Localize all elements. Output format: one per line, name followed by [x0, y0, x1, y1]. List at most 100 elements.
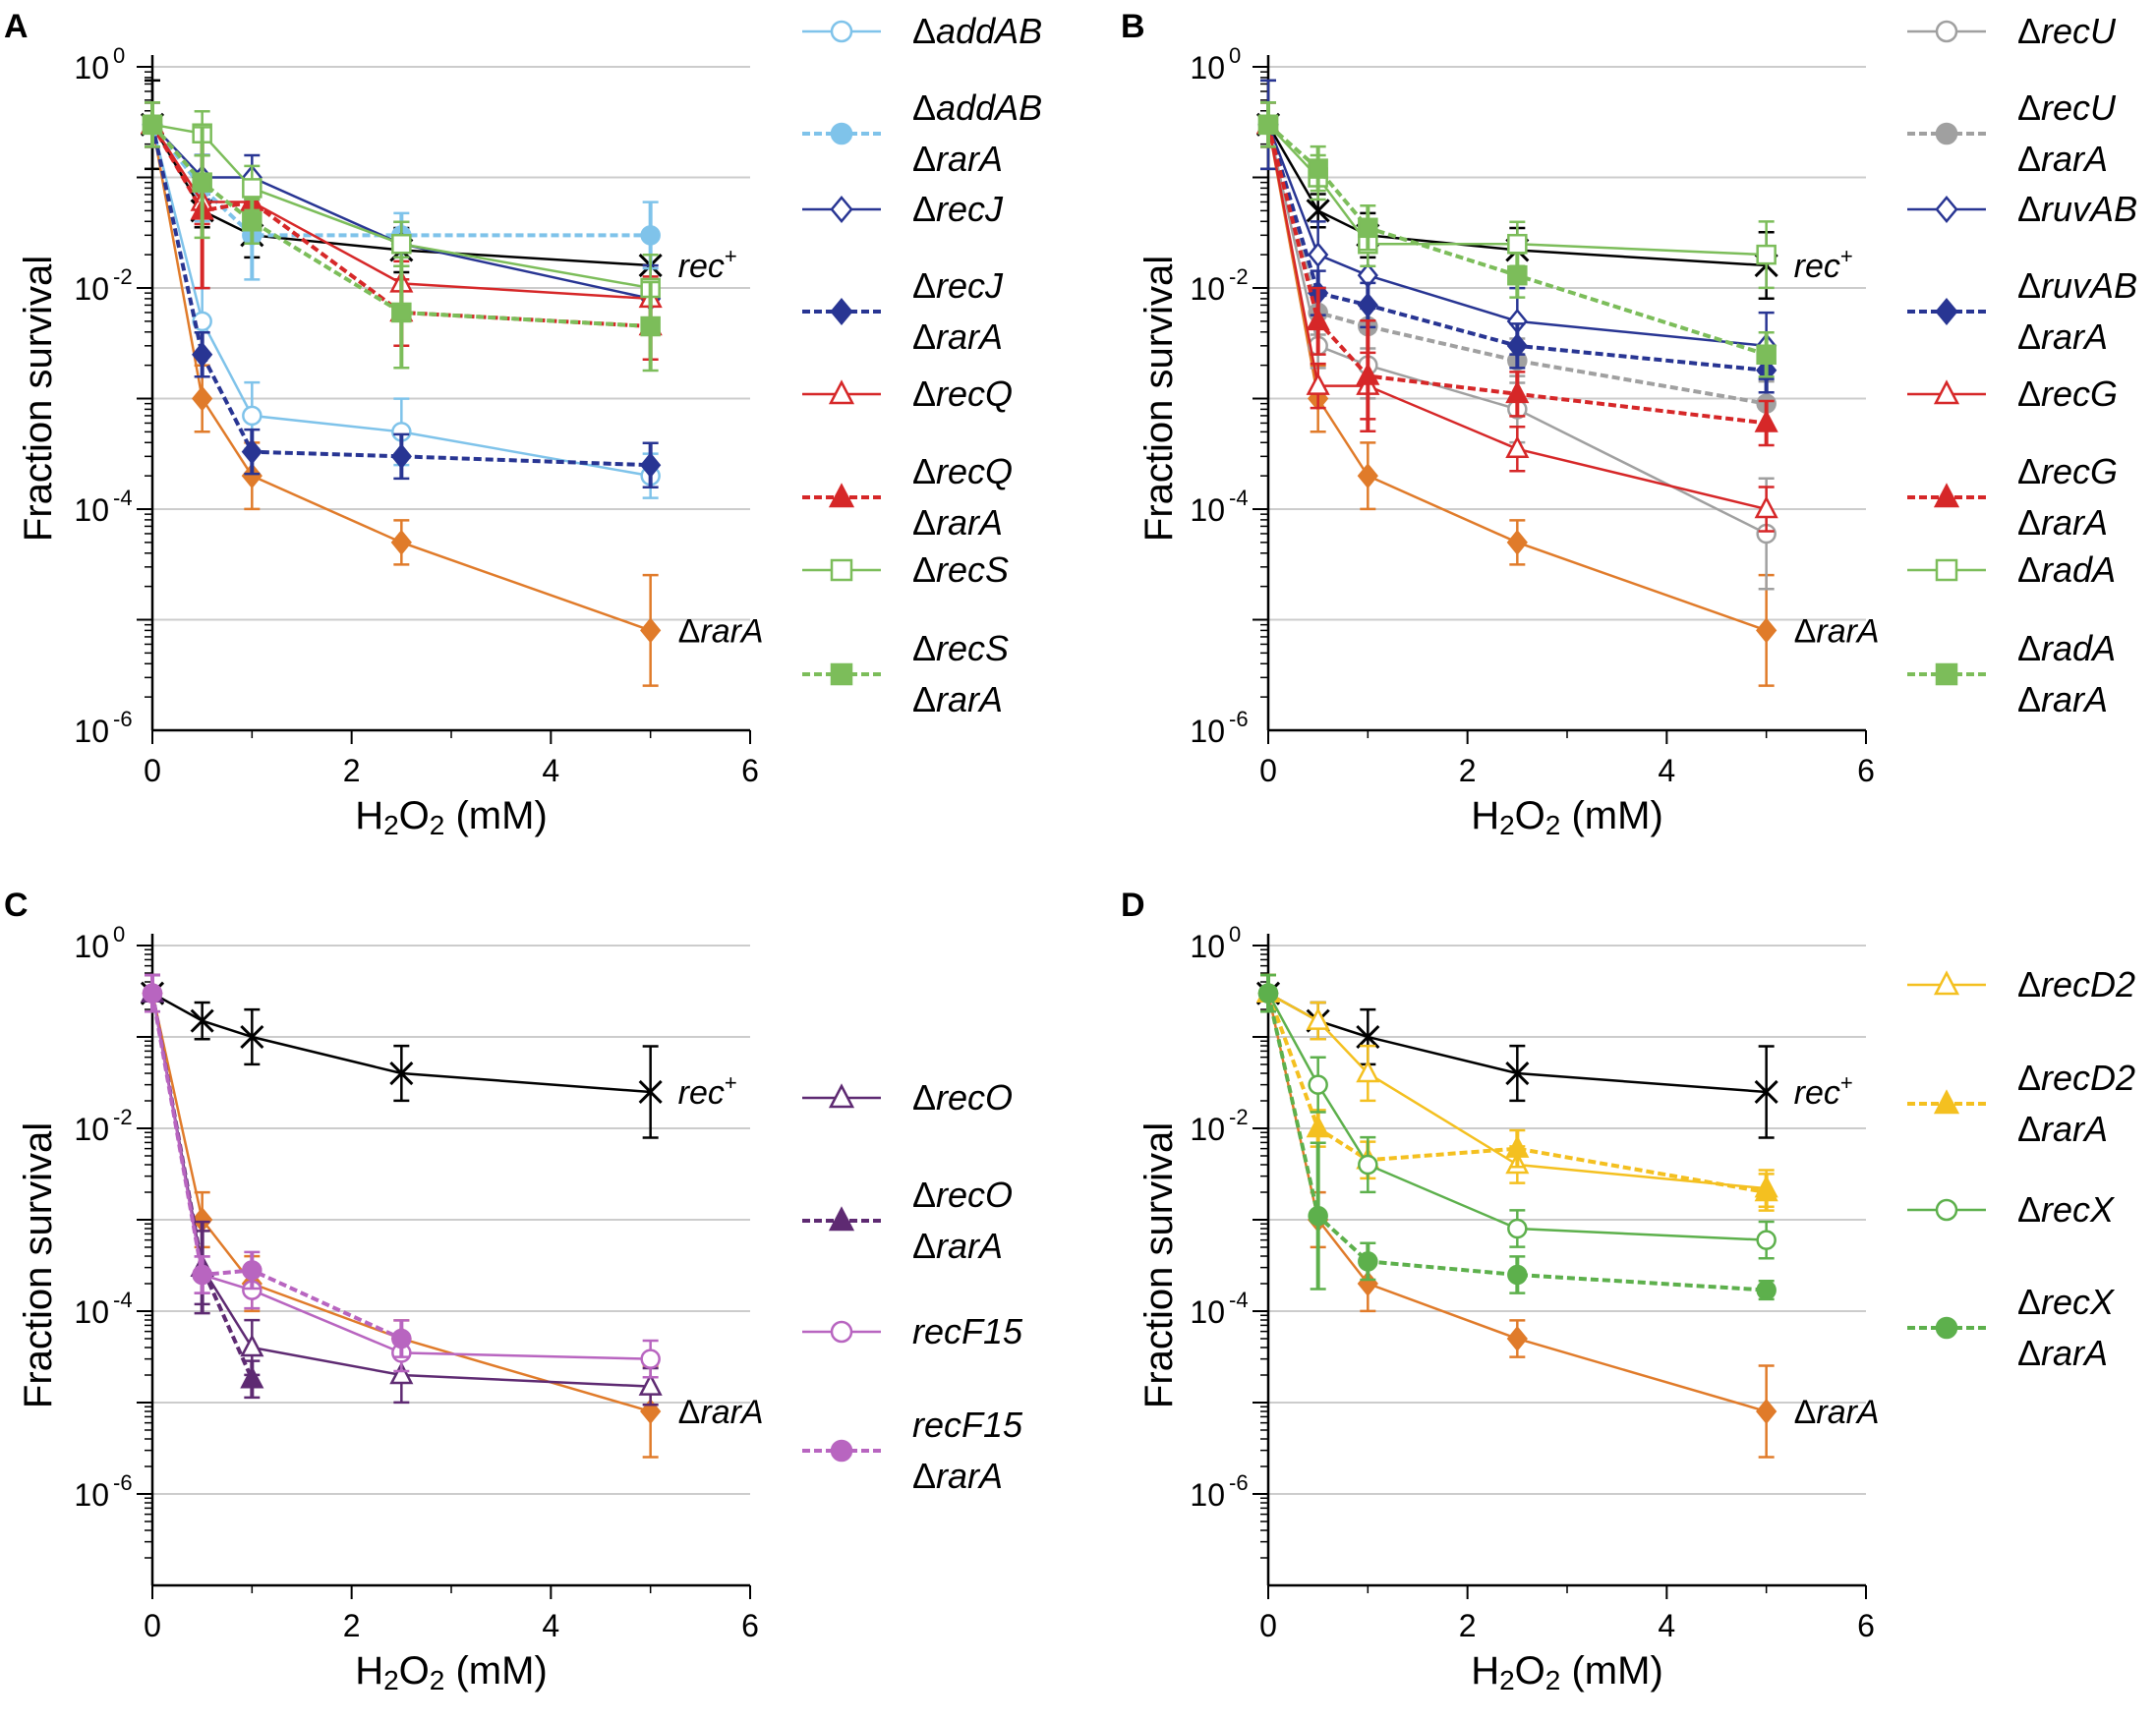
y-tick-exponent: -4: [113, 1288, 133, 1312]
legend-label: ΔaddAB: [912, 87, 1042, 128]
marker-circle: [1756, 1280, 1777, 1300]
marker-triangle: [1754, 409, 1778, 432]
marker-circle: [640, 225, 661, 246]
legend-label: ΔrecO: [912, 1175, 1013, 1215]
legend-item: ΔaddAB: [802, 11, 1042, 51]
x-tick-label: 0: [1259, 753, 1277, 788]
marker-diamond: [192, 385, 213, 412]
y-tick-exponent: 0: [1229, 43, 1241, 68]
legend-item: ΔrecD2: [1907, 964, 2135, 1004]
curve-label-rarA: ΔrarA: [1794, 612, 1880, 650]
legend-item: ΔradA ΔrarA: [1907, 628, 2116, 719]
marker-diamond: [1935, 298, 1958, 325]
legend-item: ΔradA: [1907, 549, 2116, 590]
marker-x: [190, 1008, 214, 1033]
legend-label: ΔrarA: [2017, 502, 2108, 543]
y-axis-title: Fraction survival: [17, 256, 60, 542]
series-rec+: [140, 973, 663, 1139]
x-tick-label: 4: [542, 1608, 559, 1643]
legend-label: ΔradA: [2017, 549, 2116, 590]
marker-triangle: [1306, 308, 1330, 331]
marker-square: [242, 178, 262, 199]
marker-square: [1257, 114, 1279, 136]
y-tick-label: 10: [74, 1294, 109, 1330]
marker-square: [640, 316, 661, 337]
legend-label: ΔrecU: [2017, 87, 2117, 128]
marker-triangle: [828, 379, 855, 405]
legend-item: recF15: [802, 1311, 1023, 1351]
legend-label: ΔrecD2: [2017, 964, 2135, 1004]
y-tick-label: 10: [1190, 50, 1225, 86]
marker-triangle: [1306, 372, 1330, 395]
marker-triangle: [240, 1365, 264, 1389]
legend-item: ΔrecO: [802, 1077, 1013, 1118]
y-tick-label: 10: [1190, 492, 1225, 528]
marker-diamond: [830, 196, 853, 223]
y-tick-exponent: -4: [1229, 486, 1249, 510]
marker-triangle: [828, 483, 855, 508]
y-tick-exponent: 0: [1229, 922, 1241, 947]
marker-diamond: [1506, 1326, 1528, 1351]
marker-diamond: [640, 617, 662, 644]
series--radA-rarA: [1257, 101, 1777, 378]
marker-circle: [391, 1328, 412, 1349]
marker-circle: [1308, 1074, 1328, 1095]
legend-item: ΔrecQ: [802, 373, 1013, 414]
marker-triangle: [389, 1361, 414, 1385]
marker-triangle: [1356, 1060, 1380, 1083]
y-tick-exponent: -4: [1229, 1288, 1249, 1312]
marker-triangle: [828, 1083, 855, 1109]
marker-triangle: [1356, 362, 1380, 385]
legend-item: recF15 ΔrarA: [802, 1405, 1023, 1496]
marker-triangle: [1933, 970, 1960, 996]
marker-square: [830, 662, 853, 686]
marker-diamond: [640, 1399, 662, 1424]
series-recF15: [142, 973, 661, 1379]
legend-label: ΔradA: [2017, 628, 2116, 668]
legend-item: ΔaddAB ΔrarA: [802, 87, 1042, 179]
marker-circle: [1935, 20, 1958, 43]
legend-label: ΔrarA: [912, 502, 1003, 543]
marker-circle: [1358, 1251, 1378, 1272]
marker-circle: [1507, 1218, 1528, 1239]
y-tick-label: 10: [1190, 929, 1225, 964]
y-tick-exponent: 0: [113, 43, 125, 68]
marker-square: [1507, 233, 1528, 255]
marker-diamond: [1935, 196, 1958, 223]
marker-triangle: [828, 1206, 855, 1232]
legend-label: ΔaddAB: [912, 11, 1042, 51]
legend-label: ΔrecX: [2017, 1189, 2116, 1230]
y-tick-label: 10: [1190, 1112, 1225, 1147]
x-tick-label: 2: [343, 753, 361, 788]
y-tick-label: 10: [74, 271, 109, 307]
x-axis-title: H2O2 (mM): [355, 1649, 548, 1695]
series--recX: [1257, 973, 1777, 1260]
legend-label: ΔrecU: [2017, 11, 2117, 51]
legend-item: ΔrecS: [802, 549, 1009, 590]
marker-circle: [640, 1349, 661, 1369]
y-tick-label: 10: [1190, 271, 1225, 307]
series-line: [150, 123, 651, 329]
legend-item: ΔrecO ΔrarA: [802, 1175, 1013, 1266]
legend-label: ΔrecD2: [2017, 1058, 2135, 1098]
legend-item: ΔrecQ ΔrarA: [802, 451, 1013, 543]
x-tick-label: 2: [343, 1608, 361, 1643]
legend-label: ΔrecX: [2017, 1282, 2116, 1322]
y-tick-label: 10: [74, 929, 109, 964]
legend-label: ΔrecQ: [912, 373, 1013, 414]
marker-x-stroke: [240, 1024, 264, 1050]
marker-square: [192, 172, 212, 193]
marker-diamond: [1506, 332, 1528, 359]
marker-diamond: [192, 341, 213, 368]
marker-diamond: [1756, 617, 1777, 644]
legend-label: ΔrarA: [912, 1226, 1003, 1266]
marker-triangle: [1754, 1178, 1778, 1202]
marker-circle: [1756, 1230, 1777, 1250]
marker-diamond: [1506, 529, 1528, 555]
marker-circle: [1257, 983, 1279, 1004]
legend-item: ΔrecJ: [802, 189, 1004, 229]
x-tick-label: 0: [144, 753, 161, 788]
legend-label: ΔrecQ: [912, 451, 1013, 491]
